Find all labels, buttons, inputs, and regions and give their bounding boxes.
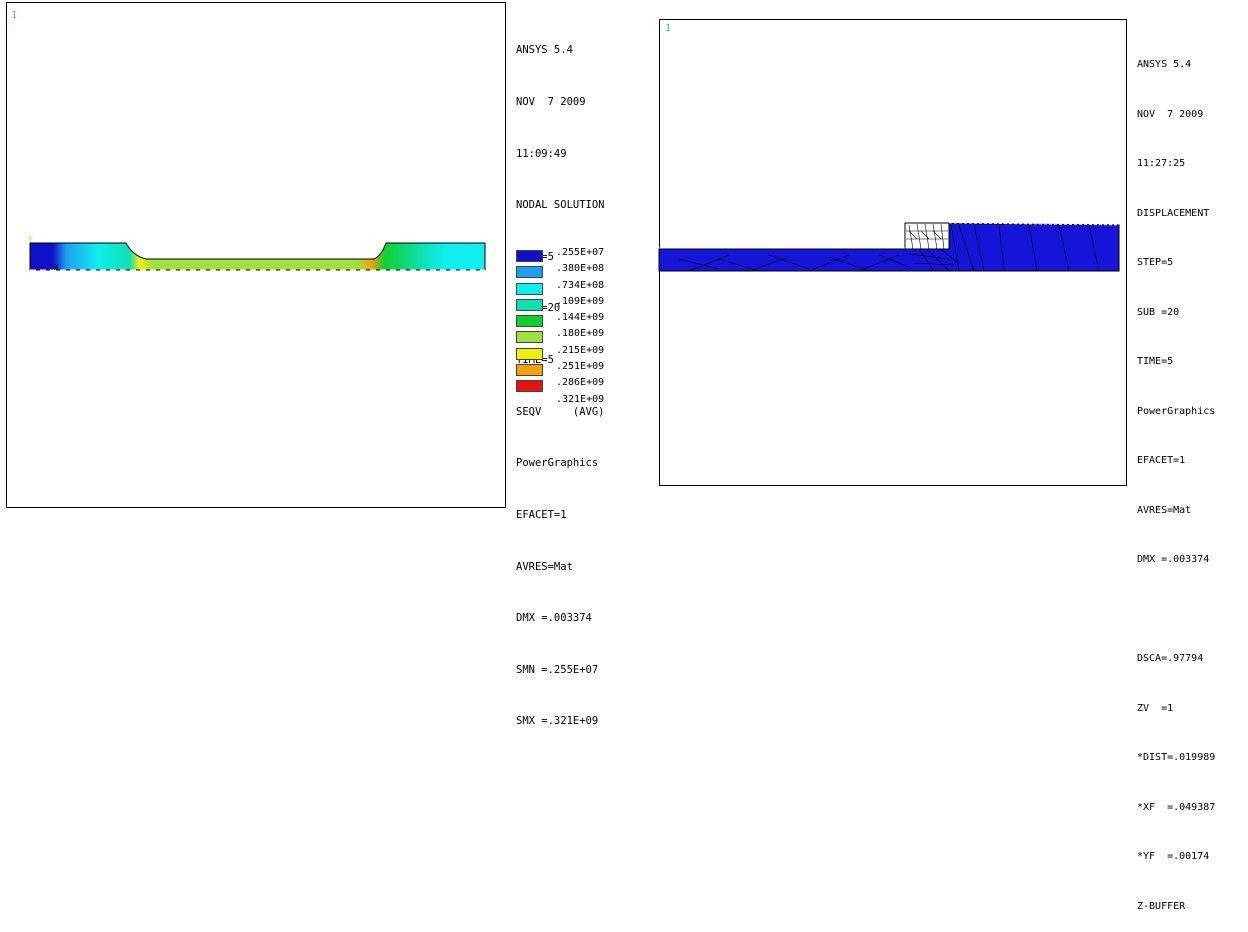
info-line: DMX =.003374 (1137, 554, 1210, 565)
info-line: EFACET=1 (516, 508, 567, 521)
triad-y-label: Y (28, 235, 33, 244)
legend-value: .215E+09 (556, 344, 605, 356)
legend-value: .321E+09 (556, 393, 605, 405)
left-plot-viewport[interactable]: 1 Y X (6, 2, 506, 508)
legend-value: .286E+09 (556, 377, 605, 389)
info-line: PowerGraphics (516, 457, 599, 470)
info-line: DSCA=.97794 (1137, 653, 1204, 664)
stress-contour-plot: Y X (28, 235, 486, 272)
info-line: EFACET=1 (1137, 455, 1186, 466)
info-line: 11:27:25 (1137, 158, 1186, 169)
info-line: ANSYS 5.4 (516, 44, 573, 57)
legend-swatch (516, 282, 543, 295)
legend-swatch (516, 380, 543, 393)
legend-value: .380E+08 (556, 263, 605, 275)
info-line: DMX =.003374 (516, 612, 592, 625)
info-line: SMX =.321E+09 (516, 715, 599, 728)
info-line: SUB =20 (1137, 306, 1180, 318)
right-plot-viewport[interactable]: 1 (658, 19, 1127, 486)
info-line: 11:09:49 (516, 147, 567, 160)
info-line: SEQV (AVG) (516, 405, 605, 418)
legend-value: .251E+09 (556, 361, 605, 373)
info-line: *DIST=.019989 (1137, 752, 1216, 763)
legend-value: .144E+09 (556, 312, 605, 324)
legend-swatch (516, 250, 543, 262)
info-line: STEP=5 (1137, 257, 1174, 268)
triad-x-label: X (54, 263, 59, 272)
legend-value: .109E+09 (556, 295, 605, 307)
legend-swatch (516, 266, 543, 279)
right-info-panel: ANSYS 5.4 NOV 7 2009 11:27:25 DISPLACEME… (1137, 24, 1215, 932)
displacement-mesh-plot (658, 222, 1120, 272)
info-line: Z-BUFFER (1137, 900, 1186, 912)
info-line: AVRES=Mat (516, 560, 573, 573)
info-line: DISPLACEMENT (1137, 207, 1210, 219)
info-line (1137, 602, 1215, 619)
legend-swatch (516, 331, 543, 344)
info-line: *XF =.049387 (1137, 801, 1216, 813)
info-line: SMN =.255E+07 (516, 663, 599, 676)
info-line: NOV 7 2009 (1137, 108, 1204, 120)
info-line: *YF =.00174 (1137, 851, 1210, 862)
legend-swatch (516, 298, 543, 311)
legend-value: .180E+09 (556, 328, 605, 340)
legend-swatch (516, 364, 543, 377)
window-number: 1 (665, 23, 672, 34)
legend-value: .734E+08 (556, 279, 605, 291)
info-line: NODAL SOLUTION (516, 199, 605, 212)
info-line: PowerGraphics (1137, 405, 1216, 417)
info-line: ANSYS 5.4 (1137, 59, 1192, 70)
info-line: AVRES=Mat (1137, 504, 1192, 516)
legend-swatch (516, 315, 543, 328)
info-line: ZV =1 (1137, 702, 1174, 714)
legend-swatch (516, 347, 543, 360)
stress-body (29, 242, 486, 271)
window-number: 1 (11, 10, 18, 21)
info-line: NOV 7 2009 (516, 96, 586, 109)
legend-value: .255E+07 (556, 247, 605, 258)
info-line: TIME=5 (1137, 356, 1174, 367)
